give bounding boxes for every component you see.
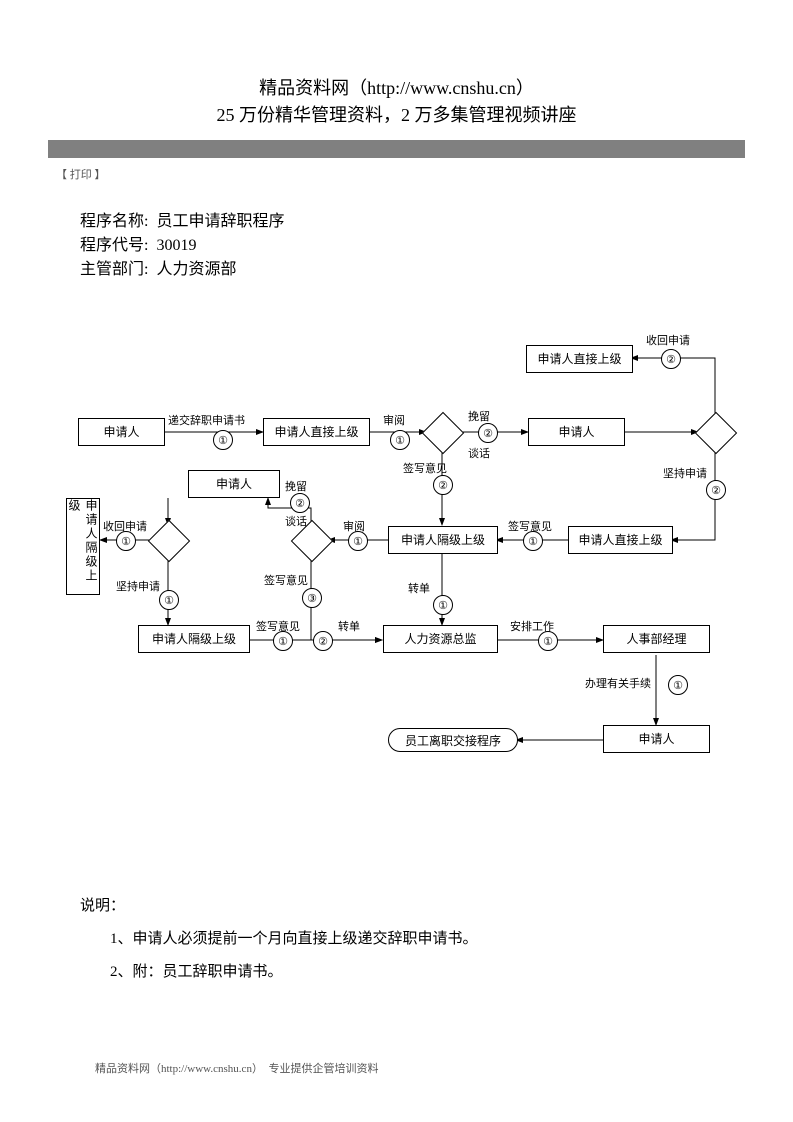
edge-label: 挽留 [285,478,307,494]
step-circle: ② [290,493,310,513]
info-label: 程序名称: [80,213,148,230]
step-circle: ① [390,430,410,450]
node-applicant: 申请人 [528,418,625,446]
notes-section: 说明： 1、申请人必须提前一个月向直接上级递交辞职申请书。 2、附：员工辞职申请… [80,890,478,989]
node-hr-director: 人力资源总监 [383,625,498,653]
step-circle: ③ [302,588,322,608]
edge-label: 转单 [338,618,360,634]
node-direct-supervisor: 申请人直接上级 [568,526,673,554]
node-applicant: 申请人 [603,725,710,753]
step-circle: ① [159,590,179,610]
step-circle: ① [273,631,293,651]
edge-label: 收回申请 [646,332,690,348]
notes-title: 说明： [80,890,478,923]
node-hr-manager: 人事部经理 [603,625,710,653]
page-footer: 精品资料网（http://www.cnshu.cn） 专业提供企管培训资料 [95,1060,378,1076]
flowchart: 申请人 递交辞职申请书 ① 申请人直接上级 审阅 ① 挽留 ② 谈话 申请人 申… [48,300,745,830]
node-applicant: 申请人 [78,418,165,446]
edge-label: 谈话 [468,445,490,461]
node-skip-supervisor-vertical: 申请人隔级上级 [66,498,100,595]
step-circle: ① [213,430,233,450]
edge-label: 办理有关手续 [585,675,651,691]
print-label[interactable]: 【 打印 】 [56,166,106,182]
step-circle: ① [523,531,543,551]
step-circle: ② [706,480,726,500]
node-skip-supervisor: 申请人隔级上级 [138,625,250,653]
step-circle: ① [116,531,136,551]
header-line2: 25 万份精华管理资料，2 万多集管理视频讲座 [0,102,793,129]
step-circle: ② [478,423,498,443]
step-circle: ① [433,595,453,615]
edge-label: 签写意见 [264,572,308,588]
info-value: 30019 [156,237,196,254]
note-item: 2、附：员工辞职申请书。 [110,956,478,989]
info-label: 主管部门: [80,261,148,278]
info-value: 员工申请辞职程序 [156,213,284,230]
edge-label: 坚持申请 [116,578,160,594]
header-line1: 精品资料网（http://www.cnshu.cn） [0,75,793,102]
edge-label: 递交辞职申请书 [168,412,245,428]
node-skip-supervisor: 申请人隔级上级 [388,526,498,554]
step-circle: ① [348,531,368,551]
node-handover-process: 员工离职交接程序 [388,728,518,752]
info-label: 程序代号: [80,237,148,254]
step-circle: ① [538,631,558,651]
info-value: 人力资源部 [156,261,236,278]
page-header: 精品资料网（http://www.cnshu.cn） 25 万份精华管理资料，2… [0,0,793,129]
edge-label: 转单 [408,580,430,596]
separator-bar [48,140,745,158]
edge-label: 签写意见 [403,460,447,476]
note-item: 1、申请人必须提前一个月向直接上级递交辞职申请书。 [110,923,478,956]
step-circle: ① [668,675,688,695]
node-direct-supervisor: 申请人直接上级 [263,418,370,446]
edge-label: 坚持申请 [663,465,707,481]
step-circle: ② [661,349,681,369]
node-direct-supervisor: 申请人直接上级 [526,345,633,373]
info-block: 程序名称: 员工申请辞职程序 程序代号: 30019 主管部门: 人力资源部 [80,210,284,282]
edge-label: 挽留 [468,408,490,424]
step-circle: ② [433,475,453,495]
edge-label: 审阅 [383,412,405,428]
node-applicant: 申请人 [188,470,280,498]
step-circle: ② [313,631,333,651]
